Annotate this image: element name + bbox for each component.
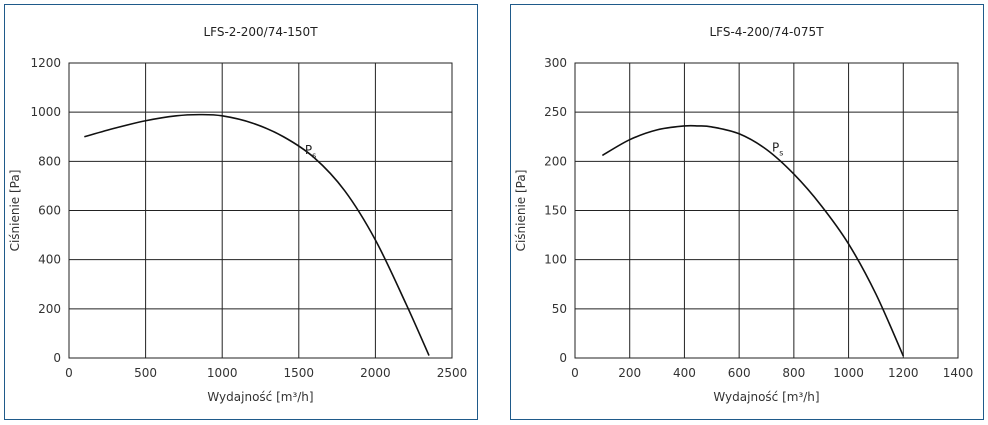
x-tick-label: 2000 [360, 366, 391, 380]
x-tick-label: 0 [571, 366, 579, 380]
y-tick-label: 0 [559, 351, 567, 365]
x-tick-label: 1200 [888, 366, 919, 380]
y-tick-label: 50 [552, 302, 567, 316]
x-tick-label: 600 [728, 366, 751, 380]
y-tick-label: 400 [38, 253, 61, 267]
x-tick-label: 500 [134, 366, 157, 380]
series-label-main: P [305, 143, 312, 157]
series-label: Ps [305, 143, 316, 160]
chart-title: LFS-2-200/74-150T [203, 25, 318, 39]
x-axis-label: Wydajność [m³/h] [207, 390, 313, 404]
x-tick-label: 1000 [833, 366, 864, 380]
chart-left: LFS-2-200/74-150T 0 500 1000 1500 2000 2500 0 20… [5, 5, 477, 419]
x-tick-label: 800 [782, 366, 805, 380]
x-tick-label: 200 [618, 366, 641, 380]
y-axis-label: Ciśnienie [Pa] [514, 170, 528, 252]
series-label-main: P [772, 141, 779, 155]
series-line-ps [602, 126, 903, 356]
series-label-sub: s [312, 151, 316, 160]
chart-panel-left: LFS-2-200/74-150T 0 500 1000 1500 2000 2500 0 20… [4, 4, 478, 420]
x-tick-label: 2500 [437, 366, 468, 380]
y-tick-label: 250 [544, 105, 567, 119]
series-line-ps [84, 115, 429, 356]
x-axis-label: Wydajność [m³/h] [713, 390, 819, 404]
series-label-sub: s [779, 149, 783, 158]
x-tick-label: 1500 [284, 366, 315, 380]
x-tick-label: 400 [673, 366, 696, 380]
chart-panel-right: LFS-4-200/74-075T 0 200 400 600 800 1000 1200 14… [510, 4, 984, 420]
chart-title: LFS-4-200/74-075T [709, 25, 824, 39]
y-tick-label: 200 [544, 154, 567, 168]
y-tick-label: 150 [544, 204, 567, 218]
y-tick-label: 800 [38, 154, 61, 168]
x-tick-label: 0 [65, 366, 73, 380]
y-tick-label: 0 [53, 351, 61, 365]
y-tick-label: 1200 [30, 56, 61, 70]
y-tick-label: 100 [544, 253, 567, 267]
y-tick-label: 200 [38, 302, 61, 316]
y-tick-label: 300 [544, 56, 567, 70]
y-tick-label: 600 [38, 204, 61, 218]
x-tick-label: 1400 [943, 366, 974, 380]
x-tick-label: 1000 [207, 366, 238, 380]
y-axis-label: Ciśnienie [Pa] [8, 170, 22, 252]
y-tick-label: 1000 [30, 105, 61, 119]
